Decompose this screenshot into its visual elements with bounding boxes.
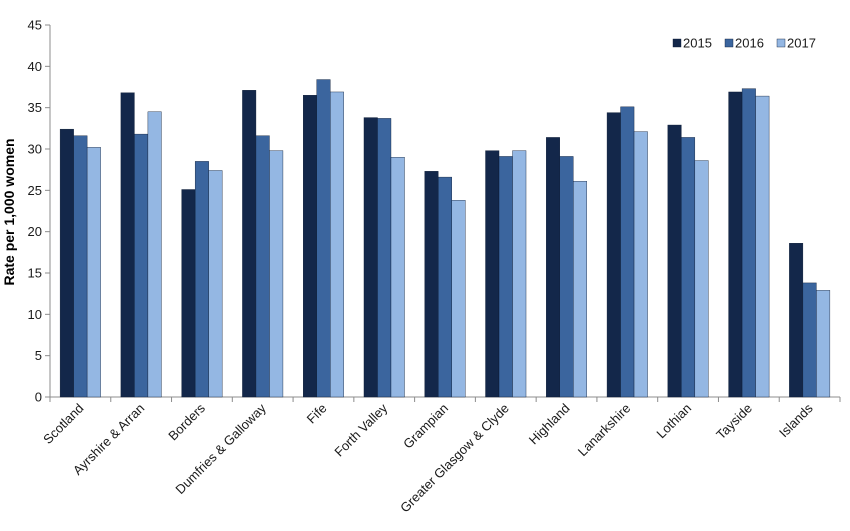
bar-2015-6 [424,171,439,398]
y-tick-label: 0 [35,390,42,405]
legend-label-2016: 2016 [735,36,764,51]
bar-2016-1 [134,133,149,398]
bar-2016-2 [194,161,209,398]
bar-2015-3 [242,90,257,398]
bar-2015-4 [303,95,317,398]
bar-2016-8 [559,156,574,398]
bar-2016-12 [802,282,817,398]
bar-2016-3 [255,135,270,398]
category-label: Forth Valley [331,400,390,459]
bar-2017-8 [573,181,587,398]
y-tick-label: 15 [28,266,42,281]
bar-2015-8 [546,137,560,398]
bar-2016-7 [498,156,513,398]
bar-2017-11 [755,95,770,398]
category-label: Borders [165,400,208,443]
legend-swatch-2016 [724,38,734,48]
bar-2017-4 [330,91,344,398]
bar-2015-2 [181,189,196,398]
bar-2015-10 [667,124,682,398]
legend: 2015 2016 2017 [672,36,816,51]
y-axis-title: Rate per 1,000 women [1,138,17,285]
category-label: Lanarkshire [575,401,634,460]
bar-2016-11 [741,88,756,398]
category-label: Greater Glasgow & Clyde [397,401,512,516]
category-label: Lothian [653,401,694,442]
bar-2016-4 [316,79,331,398]
bars [59,79,831,398]
bar-2017-10 [694,160,709,398]
legend-swatch-2015 [672,38,682,48]
category-label: Highland [526,401,573,448]
y-tick-label: 45 [28,18,42,33]
category-label: Fife [304,401,330,427]
category-label: Islands [776,400,816,440]
category-label: Grampian [400,401,451,452]
bar-2016-10 [681,137,696,398]
bar-2017-5 [390,157,405,398]
bar-2015-12 [789,243,804,398]
bar-2015-5 [363,117,378,398]
legend-swatch-2017 [776,38,786,48]
bar-2016-6 [438,176,452,398]
y-tick-label: 35 [28,100,42,115]
legend-label-2015: 2015 [683,36,712,51]
bar-2015-9 [606,112,621,398]
bar-2015-1 [120,92,135,398]
bar-2016-0 [73,135,88,398]
category-label: Tayside [713,401,755,443]
y-tick-label: 10 [28,307,42,322]
y-tick-label: 5 [35,348,42,363]
bar-2017-3 [269,150,284,398]
y-tick-label: 25 [28,183,42,198]
bar-2017-7 [512,150,527,398]
bar-2016-5 [377,118,392,398]
bar-2017-2 [208,170,223,398]
category-label: Scotland [40,401,86,447]
bar-2016-9 [620,106,635,398]
y-tick-label: 20 [28,224,42,239]
y-tick-label: 30 [28,142,42,157]
bar-2017-1 [147,111,162,398]
bar-2015-7 [485,150,500,398]
bar-2017-6 [451,200,466,398]
legend-label-2017: 2017 [787,36,816,51]
bar-2017-12 [816,290,831,398]
bar-2017-0 [86,147,101,398]
bar-2017-9 [633,131,648,398]
bar-2015-0 [59,128,74,398]
bar-2015-11 [728,91,743,398]
y-tick-label: 40 [28,59,42,74]
